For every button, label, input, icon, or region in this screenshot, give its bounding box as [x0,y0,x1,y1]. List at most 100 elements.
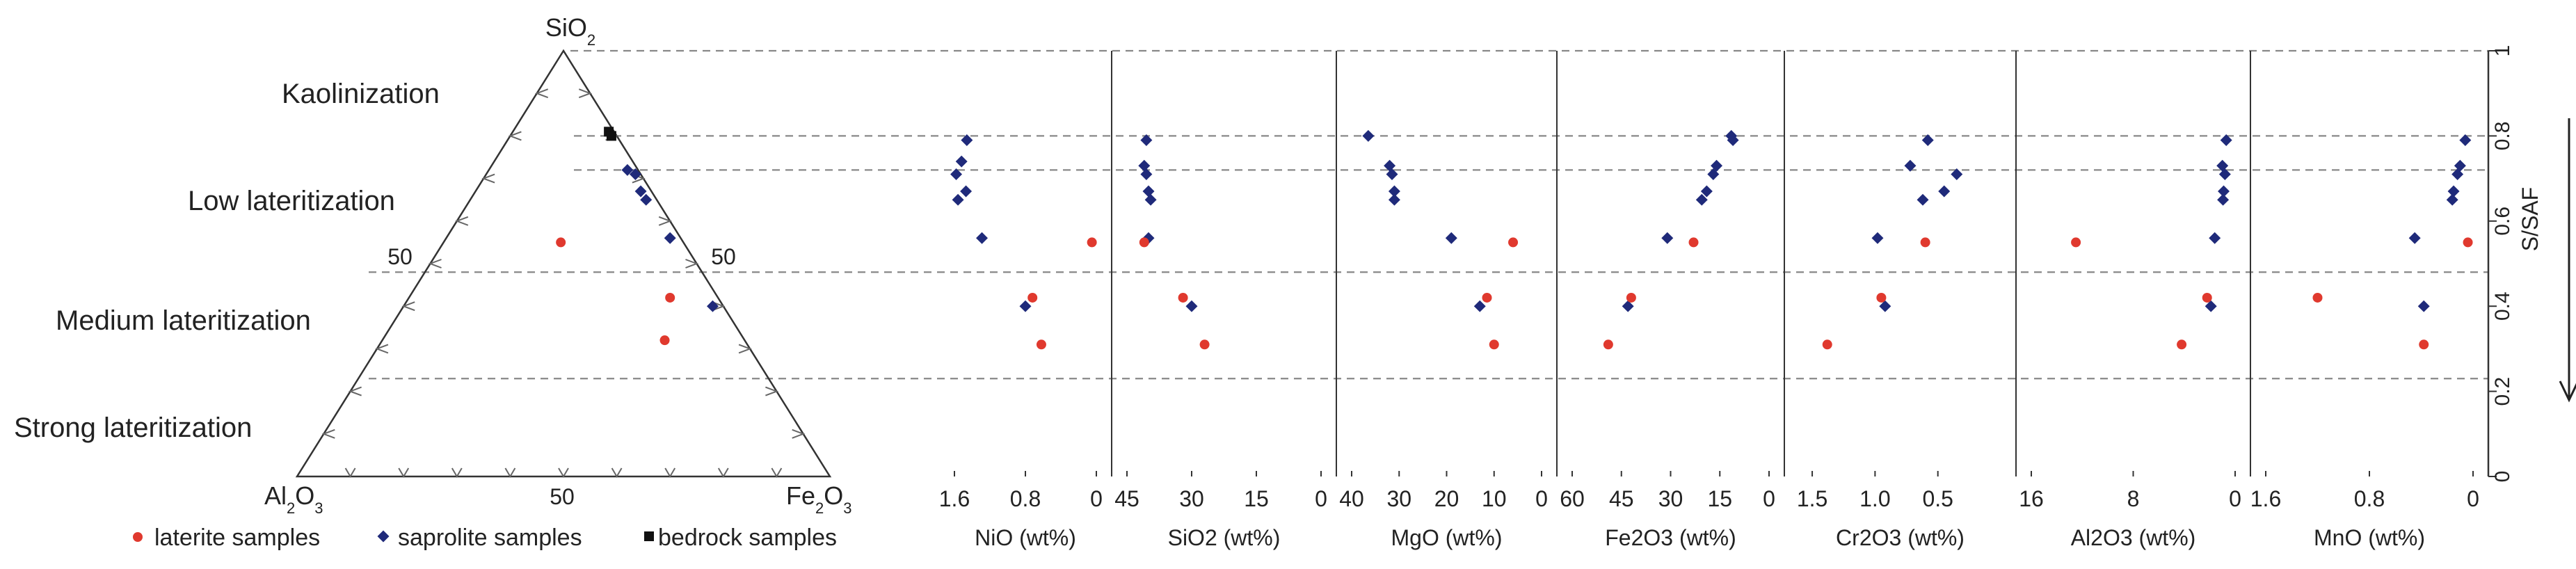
ternary-tick [321,428,335,439]
x-tick-label: 8 [2127,486,2140,511]
zone-labels: Kaolinization Low lateritization Medium … [14,79,440,443]
data-point-saprolite [1871,232,1884,244]
zone-label-medium: Medium lateritization [56,305,311,336]
data-point-saprolite [1140,168,1153,180]
ternary-tick [717,467,729,478]
y-axis: S/SAF 0 0.2 0.4 0.6 0.8 1 [2487,45,2576,483]
ternary-point-saprolite [706,300,719,312]
ternary-tick [712,301,726,312]
y-tick-label: 0 [2491,471,2514,483]
panel-axis-label: MgO (wt%) [1391,525,1503,550]
legend-label-saprolite: saprolite samples [398,524,582,551]
data-point-saprolite [976,232,989,244]
ternary-frame [295,49,832,478]
data-point-laterite [1178,292,1188,303]
data-point-saprolite [1019,300,1032,312]
x-tick-label: 40 [1339,486,1364,511]
data-point-laterite [1489,339,1499,350]
legend-label-laterite: laterite samples [154,524,320,551]
ternary-tick [398,467,410,478]
y-tick-label: 0.8 [2491,122,2514,151]
x-tick-label: 0 [1535,486,1548,511]
legend: laterite samples saprolite samples bedro… [133,524,837,551]
ternary-tick [534,88,549,99]
zone-label-strong: Strong lateritization [14,412,252,443]
ternary-bottom-mid-label: 50 [550,484,575,509]
ternary-tick [348,386,362,396]
x-tick-label: 60 [1560,486,1585,511]
y-tick-label: 0.2 [2491,377,2514,406]
ternary-tick [738,344,752,354]
ternary-tick [508,131,522,141]
ternary-point-saprolite [640,193,653,206]
panel-axis-label: Cr2O3 (wt%) [1836,525,1965,550]
ternary-point-saprolite [634,185,647,198]
ternary-tick [664,467,676,478]
x-tick-label: 0 [2229,486,2241,511]
ternary-tick [771,467,783,478]
ternary-left-mid-label: 50 [387,244,413,269]
x-tick-label: 0 [1315,486,1327,511]
x-tick-label: 1.5 [1797,486,1827,511]
legend-marker-laterite [133,532,143,542]
x-tick-label: 45 [1609,486,1634,511]
x-tick-label: 15 [1707,486,1732,511]
data-point-saprolite [2408,232,2421,244]
data-point-laterite [1139,237,1149,248]
data-point-laterite [2071,237,2081,248]
data-point-saprolite [1388,193,1400,206]
vertex-label-top: SiO2 [545,13,595,49]
legend-marker-saprolite [377,530,390,543]
ternary-right-mid-label: 50 [711,244,736,269]
data-point-laterite [1920,237,1930,248]
data-point-laterite [2177,339,2187,350]
data-point-laterite [2419,339,2429,350]
ternary-point-saprolite [629,168,641,180]
data-point-saprolite [1445,232,1457,244]
x-tick-label: 1.6 [2250,486,2281,511]
data-point-saprolite [955,155,968,168]
x-tick-label: 0 [1090,486,1103,511]
data-point-saprolite [1938,185,1951,198]
x-tick-label: 1.0 [1859,486,1890,511]
data-point-laterite [1482,292,1492,303]
x-tick-label: 30 [1179,486,1204,511]
data-point-laterite [1688,237,1699,248]
panel-axis-label: Fe2O3 (wt%) [1605,525,1736,550]
data-point-laterite [2463,237,2473,248]
y-axis-label: S/SAF [2518,187,2543,251]
x-tick-label: 16 [2019,486,2044,511]
y-tick-label: 0.6 [2491,207,2514,236]
zone-guides [369,49,2488,380]
ternary-point-saprolite [621,163,634,176]
ternary-tick [658,216,673,226]
legend-marker-bedrock [644,531,654,541]
vertex-label-right: Fe2O3 [786,481,852,517]
data-point-saprolite [952,193,964,206]
ternary-point-bedrock [606,131,616,141]
down-arrow [2559,118,2576,403]
x-tick-label: 20 [1434,486,1459,511]
ternary-tick [578,88,593,99]
ternary-tick [401,301,415,312]
ternary-tick [428,259,442,269]
data-point-saprolite [2446,193,2458,206]
data-point-saprolite [1473,300,1486,312]
ternary-tick [375,344,389,354]
data-point-laterite [2312,292,2323,303]
ternary-point-saprolite [664,232,676,244]
ternary-tick [481,173,495,184]
data-point-laterite [1603,339,1613,350]
data-point-saprolite [2209,232,2221,244]
data-point-saprolite [1142,185,1155,198]
data-point-laterite [1508,237,1519,248]
x-tick-label: 0.5 [1922,486,1953,511]
x-tick-label: 0 [2467,486,2479,511]
ternary-point-laterite [556,237,566,248]
data-point-laterite [2202,292,2212,303]
profile-panels: 1.6 0.8 0 NiO (wt%) 45 30 15 0 SiO2 (wt%) 40 30 20 1… [939,51,2479,550]
ternary-point-laterite [665,292,675,303]
data-point-laterite [1199,339,1210,350]
x-tick-label: 10 [1482,486,1507,511]
x-tick-label: 0.8 [2354,486,2385,511]
